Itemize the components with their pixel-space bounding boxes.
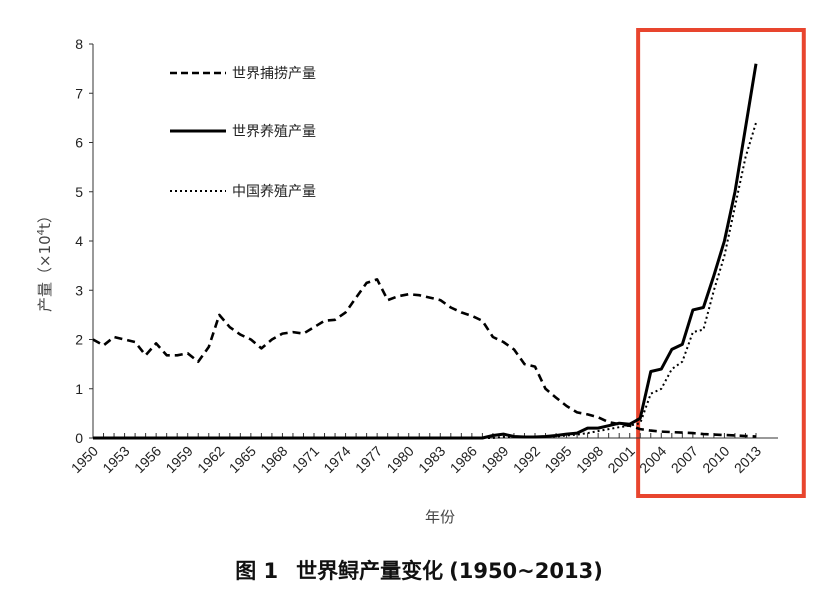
y-tick-label: 3 xyxy=(75,282,83,298)
series-line-world-capture xyxy=(92,278,757,438)
x-tick-label: 2010 xyxy=(699,443,732,476)
y-tick-label: 2 xyxy=(75,332,83,348)
x-tick-label: 1950 xyxy=(68,443,101,476)
figure-caption: 图 1 世界鲟产量变化 (1950~2013) xyxy=(235,559,603,583)
x-tick-label: 1983 xyxy=(415,443,448,476)
x-tick-label: 1992 xyxy=(510,443,543,476)
y-tick-label: 7 xyxy=(75,85,83,101)
x-tick-label: 1971 xyxy=(289,443,322,476)
x-tick-label: 1995 xyxy=(541,443,574,476)
x-tick-label: 1977 xyxy=(352,443,385,476)
legend-item-capture: 世界捕捞产量 xyxy=(170,66,316,82)
axes xyxy=(92,44,778,439)
x-tick-label: 1998 xyxy=(573,443,606,476)
x-tick-label: 2004 xyxy=(636,443,669,476)
x-tick-label: 1968 xyxy=(257,443,290,476)
y-tick-label: 1 xyxy=(75,381,83,397)
legend: 世界捕捞产量 世界养殖产量 中国养殖产量 xyxy=(170,66,316,200)
x-tick-label: 1989 xyxy=(478,443,511,476)
x-tick-label: 2013 xyxy=(731,443,764,476)
legend-label-world-aquaculture: 世界养殖产量 xyxy=(232,123,316,140)
series-line-china-aquaculture xyxy=(93,122,757,439)
x-axis-title: 年份 xyxy=(425,508,455,526)
x-tick-label: 1980 xyxy=(383,443,416,476)
x-tick-label: 1962 xyxy=(194,443,227,476)
y-ticks: 0 1 2 3 4 5 6 7 8 xyxy=(75,36,93,446)
y-tick-label: 6 xyxy=(75,135,83,151)
y-tick-label: 8 xyxy=(75,36,83,52)
legend-label-china-aquaculture: 中国养殖产量 xyxy=(232,183,316,200)
highlight-box-2002-2013 xyxy=(636,28,806,498)
x-tick-label: 1974 xyxy=(320,443,353,476)
series-line-world-aquaculture xyxy=(93,63,758,440)
x-tick-label: 1956 xyxy=(131,443,164,476)
x-tick-label: 1965 xyxy=(226,443,259,476)
legend-item-world-aquaculture: 世界养殖产量 xyxy=(170,123,316,140)
x-tick-label: 1953 xyxy=(99,443,132,476)
y-axis-title: 产量（×104t） xyxy=(36,208,54,312)
x-tick-label: 1986 xyxy=(447,443,480,476)
y-tick-label: 4 xyxy=(75,233,83,249)
x-tick-label: 1959 xyxy=(162,443,195,476)
x-tick-label: 2007 xyxy=(668,443,701,476)
y-tick-label: 0 xyxy=(75,430,83,446)
legend-item-china-aquaculture: 中国养殖产量 xyxy=(170,183,316,200)
legend-label-capture: 世界捕捞产量 xyxy=(232,66,316,82)
x-tick-label: 2001 xyxy=(604,443,637,476)
series-layer xyxy=(92,63,758,440)
y-tick-label: 5 xyxy=(75,184,83,200)
